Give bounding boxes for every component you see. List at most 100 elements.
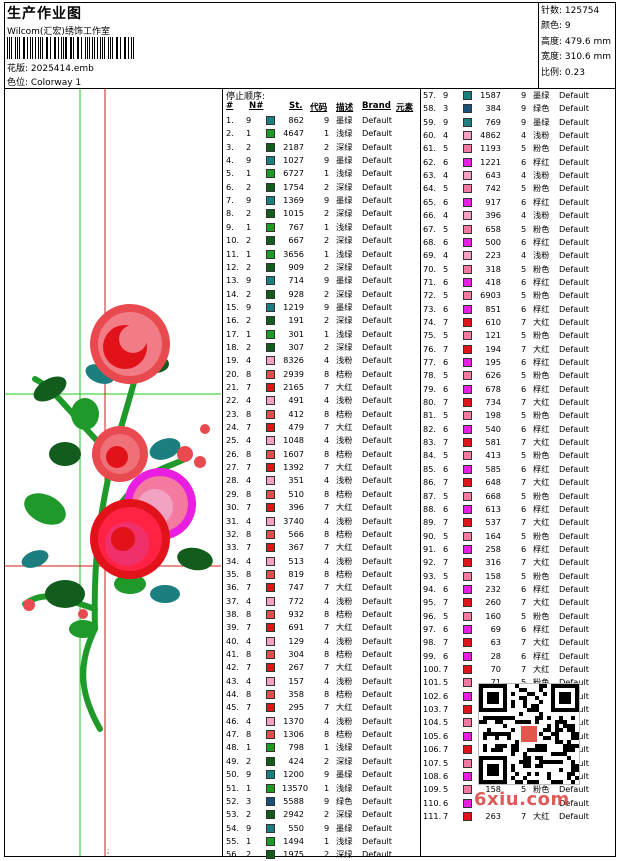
row-code: 7: [521, 316, 527, 327]
table-row: 44. 8 358 8 桔粉 Default: [226, 688, 416, 701]
watermark-logo: 6xiu.com: [474, 789, 570, 810]
row-needle: 6: [443, 156, 449, 167]
color-swatch: [463, 411, 472, 421]
row-code: 9: [521, 103, 527, 114]
table-row: 75. 5 121 5 粉色 Default: [423, 329, 613, 342]
table-row: 71. 6 418 6 桴红 Default: [423, 276, 613, 289]
qr-module: [571, 780, 575, 784]
barcode-bar: [73, 37, 75, 59]
row-brand: Default: [362, 689, 392, 700]
row-needle: 8: [246, 368, 252, 379]
qr-module: [511, 776, 515, 780]
row-description: 大红: [533, 437, 550, 448]
row-needle: 7: [443, 343, 449, 354]
row-needle: 8: [246, 608, 252, 619]
qr-module: [515, 720, 519, 724]
color-swatch: [463, 558, 472, 568]
row-code: 9: [324, 769, 330, 780]
qr-module: [511, 764, 515, 768]
row-index: 88.: [423, 503, 437, 514]
color-swatch: [463, 531, 472, 541]
row-stitches: 500: [485, 236, 501, 247]
table-row: 28. 4 351 4 浅粉 Default: [226, 474, 416, 487]
row-needle: 5: [443, 143, 449, 154]
row-stitches: 819: [288, 568, 304, 579]
row-needle: 2: [246, 235, 252, 246]
row-code: 9: [324, 795, 330, 806]
row-brand: Default: [559, 784, 589, 795]
row-description: 大红: [533, 597, 550, 608]
row-index: 10.: [226, 235, 240, 246]
row-brand: Default: [559, 477, 589, 488]
color-swatch: [463, 398, 472, 408]
row-index: 70.: [423, 263, 437, 274]
qr-module: [511, 728, 515, 732]
row-stitches: 316: [485, 557, 501, 568]
color-swatch: [266, 663, 275, 673]
row-brand: Default: [362, 128, 392, 139]
row-brand: Default: [559, 570, 589, 581]
row-description: 粉色: [533, 784, 550, 795]
table-row: 95. 7 260 7 大红 Default: [423, 596, 613, 609]
row-description: 大红: [336, 502, 353, 513]
color-swatch: [463, 584, 472, 594]
row-stitches: 301: [288, 328, 304, 339]
row-index: 83.: [423, 437, 437, 448]
row-description: 粉色: [533, 330, 550, 341]
row-stitches: 1607: [283, 448, 304, 459]
row-code: 2: [324, 235, 330, 246]
row-index: 100.: [423, 664, 442, 675]
qr-module: [535, 772, 539, 776]
color-swatch: [266, 222, 275, 232]
table-row: 22. 4 491 4 浅粉 Default: [226, 394, 416, 407]
row-needle: 7: [246, 502, 252, 513]
row-code: 5: [521, 677, 527, 688]
row-description: 浅粉: [533, 170, 550, 181]
color-swatch: [266, 756, 275, 766]
row-code: 5: [521, 183, 527, 194]
row-brand: Default: [559, 143, 589, 154]
table-row: 61. 5 1193 5 粉色 Default: [423, 142, 613, 155]
row-brand: Default: [362, 702, 392, 713]
row-index: 106.: [423, 744, 442, 755]
row-code: 6: [521, 196, 527, 207]
row-code: 5: [521, 290, 527, 301]
row-description: 粉色: [533, 183, 550, 194]
qr-module: [567, 748, 571, 752]
row-description: 深绿: [336, 755, 353, 766]
qr-module: [559, 768, 563, 772]
row-brand: Default: [362, 715, 392, 726]
qr-module: [543, 760, 547, 764]
row-stitches: 734: [485, 397, 501, 408]
qr-module: [567, 728, 571, 732]
row-index: 73.: [423, 303, 437, 314]
row-stitches: 158: [485, 570, 501, 581]
table-row: 19. 4 8326 4 浅粉 Default: [226, 354, 416, 367]
row-brand: Default: [362, 422, 392, 433]
color-swatch: [266, 716, 275, 726]
row-stitches: 767: [288, 221, 304, 232]
row-brand: Default: [559, 664, 589, 675]
row-stitches: 714: [288, 275, 304, 286]
row-code: 4: [324, 555, 330, 566]
row-brand: Default: [362, 809, 392, 820]
row-needle: 7: [246, 462, 252, 473]
table-row: 92. 7 316 7 大红 Default: [423, 556, 613, 569]
row-description: 桴红: [533, 624, 550, 634]
row-brand: Default: [362, 475, 392, 486]
qr-module: [571, 748, 575, 752]
qr-code: [478, 683, 580, 785]
qr-module: [539, 756, 543, 760]
row-index: 107.: [423, 757, 442, 768]
row-needle: 5: [443, 757, 449, 768]
color-swatch: [266, 623, 275, 633]
row-stitches: 1027: [283, 155, 304, 166]
row-index: 1.: [226, 115, 234, 125]
row-index: 87.: [423, 490, 437, 501]
table-row: 53. 2 2942 2 深绿 Default: [226, 808, 416, 821]
flower-bottom: [90, 499, 170, 579]
row-needle: 6: [443, 690, 449, 701]
qr-module: [511, 768, 515, 772]
row-stitches: 3740: [283, 515, 304, 526]
row-needle: 7: [246, 662, 252, 673]
